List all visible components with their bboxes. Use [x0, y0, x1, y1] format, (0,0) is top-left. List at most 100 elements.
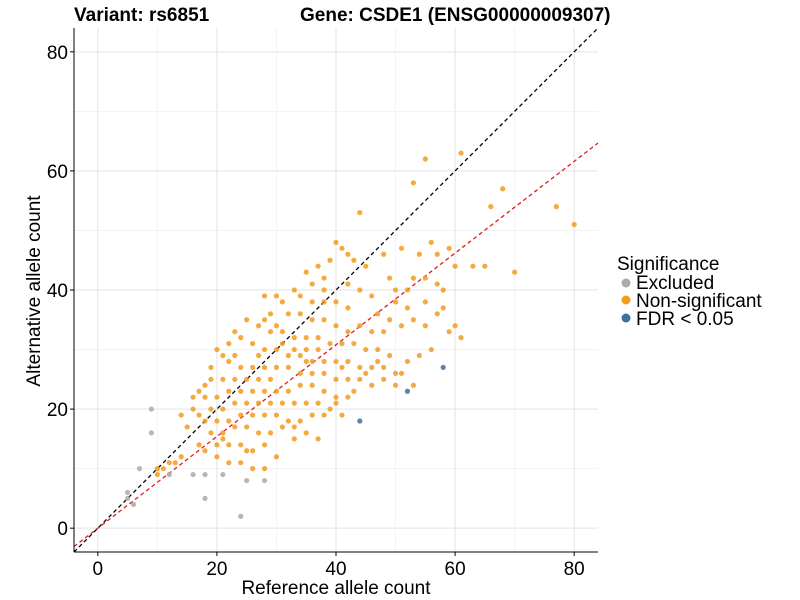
point-non-significant — [339, 412, 345, 418]
point-non-significant — [470, 263, 476, 269]
point-non-significant — [369, 382, 375, 388]
point-non-significant — [321, 370, 327, 376]
point-non-significant — [410, 317, 417, 323]
point-excluded — [130, 501, 137, 507]
point-non-significant — [428, 239, 434, 245]
legend-marker-non-significant — [621, 295, 631, 305]
point-non-significant — [339, 340, 345, 347]
point-non-significant — [327, 406, 333, 412]
point-non-significant — [190, 394, 196, 400]
point-non-significant — [381, 251, 387, 257]
point-non-significant — [273, 454, 280, 460]
point-non-significant — [166, 460, 172, 466]
point-non-significant — [345, 329, 351, 335]
point-non-significant — [321, 287, 327, 293]
point-non-significant — [482, 263, 488, 269]
point-non-significant — [261, 293, 268, 299]
point-non-significant — [321, 358, 327, 365]
grid-lines — [74, 28, 598, 552]
point-non-significant — [250, 448, 256, 454]
point-non-significant — [184, 424, 190, 430]
data-points — [124, 150, 577, 519]
point-non-significant — [404, 305, 411, 311]
legend-label-non-significant: Non-significant — [636, 291, 762, 312]
chart-title-right: Gene: CSDE1 (ENSG00000009307) — [300, 5, 611, 26]
legend-title: Significance — [617, 254, 719, 275]
point-non-significant — [273, 323, 280, 329]
point-non-significant — [369, 329, 375, 335]
point-non-significant — [232, 352, 238, 359]
point-non-significant — [345, 358, 351, 365]
point-non-significant — [392, 287, 399, 293]
point-non-significant — [196, 412, 202, 418]
point-non-significant — [363, 263, 369, 269]
point-non-significant — [339, 364, 345, 371]
point-non-significant — [267, 400, 274, 406]
point-non-significant — [261, 466, 268, 472]
point-non-significant — [398, 370, 405, 376]
point-non-significant — [220, 430, 226, 436]
point-non-significant — [416, 352, 422, 359]
point-excluded — [238, 513, 244, 519]
point-non-significant — [244, 376, 250, 382]
point-non-significant — [255, 352, 262, 359]
point-excluded — [166, 471, 172, 478]
point-non-significant — [273, 388, 280, 394]
point-non-significant — [333, 323, 339, 329]
point-non-significant — [375, 346, 381, 353]
point-non-significant — [452, 263, 458, 269]
point-non-significant — [434, 251, 440, 257]
point-non-significant — [279, 340, 286, 347]
point-non-significant — [392, 382, 399, 388]
point-non-significant — [214, 346, 220, 353]
point-non-significant — [446, 329, 452, 335]
point-non-significant — [261, 412, 268, 418]
point-non-significant — [261, 442, 268, 448]
point-non-significant — [267, 376, 274, 382]
point-non-significant — [410, 275, 417, 281]
x-tick-label: 60 — [445, 559, 466, 580]
point-non-significant — [345, 394, 351, 400]
point-non-significant — [363, 346, 369, 353]
point-non-significant — [297, 311, 303, 317]
point-non-significant — [339, 245, 345, 251]
point-non-significant — [208, 406, 214, 412]
point-non-significant — [386, 317, 393, 323]
point-non-significant — [261, 317, 268, 323]
point-non-significant — [297, 352, 303, 359]
point-non-significant — [273, 412, 280, 418]
y-tick-label: 60 — [47, 162, 68, 183]
point-non-significant — [422, 323, 428, 329]
point-non-significant — [208, 364, 214, 371]
point-non-significant — [297, 293, 303, 299]
point-non-significant — [261, 346, 268, 353]
point-non-significant — [345, 281, 351, 287]
point-non-significant — [303, 269, 309, 275]
point-non-significant — [154, 471, 160, 478]
point-non-significant — [285, 352, 291, 359]
point-non-significant — [392, 370, 399, 376]
point-non-significant — [440, 305, 446, 311]
point-non-significant — [255, 400, 262, 406]
point-non-significant — [488, 204, 494, 210]
point-non-significant — [250, 388, 256, 394]
point-excluded — [261, 477, 268, 484]
point-non-significant — [232, 400, 238, 406]
point-non-significant — [386, 275, 393, 281]
point-non-significant — [261, 364, 268, 371]
point-non-significant — [357, 376, 363, 382]
reference-lines — [73, 27, 599, 553]
point-non-significant — [309, 317, 315, 323]
point-non-significant — [238, 460, 244, 466]
point-non-significant — [255, 376, 262, 382]
point-non-significant — [238, 388, 244, 394]
point-excluded — [124, 489, 131, 496]
point-non-significant — [232, 329, 238, 335]
point-non-significant — [303, 358, 309, 365]
point-non-significant — [375, 311, 381, 317]
point-non-significant — [244, 317, 250, 323]
point-excluded — [190, 471, 196, 478]
reference-line-identity — [73, 27, 599, 553]
point-non-significant — [333, 376, 339, 382]
